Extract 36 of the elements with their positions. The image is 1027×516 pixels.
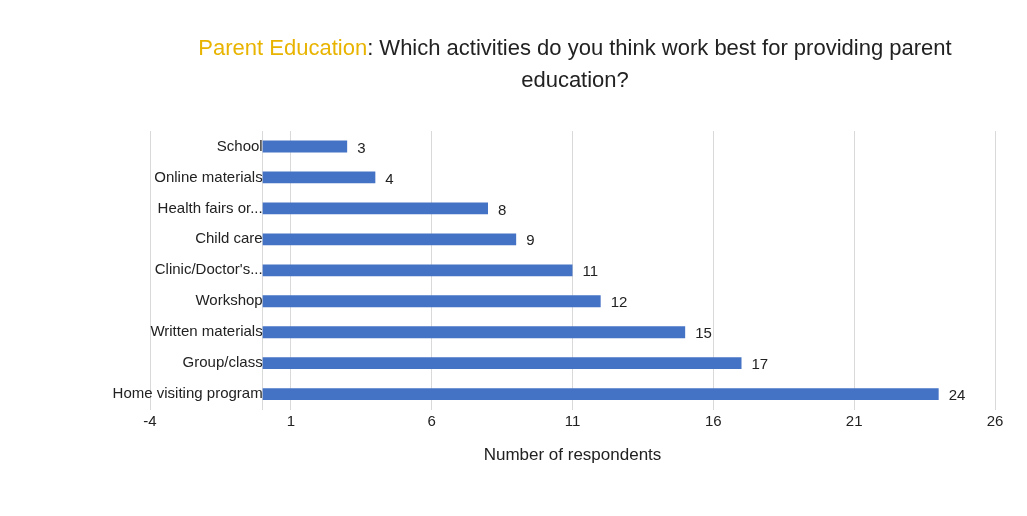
y-tick-label: Health fairs or... [157, 198, 263, 216]
bar [262, 202, 488, 215]
x-tick-label: 1 [286, 411, 296, 429]
y-tick-label: Clinic/Doctor's... [154, 260, 263, 278]
bar [262, 295, 601, 308]
data-label: 8 [498, 200, 507, 218]
x-tick-label: 6 [427, 411, 436, 429]
data-label: 4 [385, 169, 394, 187]
data-label: 15 [695, 324, 712, 342]
bar [262, 264, 573, 277]
chart-title: Parent Education: Which activities do you think work best for providing parent education? [197, 34, 953, 94]
bar [262, 326, 686, 339]
y-tick-label: Group/class [182, 353, 263, 371]
y-tick-label: Child care [195, 229, 263, 247]
bar [262, 171, 376, 184]
data-label: 3 [357, 138, 366, 156]
x-axis-title: Number of respondents [483, 445, 662, 465]
bar [262, 140, 348, 153]
data-label: 24 [948, 386, 966, 404]
x-tick-label: 16 [704, 411, 722, 429]
y-tick-label: Workshop [195, 291, 263, 309]
x-tick-label: 11 [564, 411, 581, 429]
data-label: 17 [751, 355, 769, 373]
bar [262, 388, 939, 401]
y-tick-label: Home visiting program [112, 384, 263, 402]
data-label: 11 [582, 262, 599, 280]
bar [262, 233, 517, 246]
data-label: 9 [526, 231, 535, 249]
x-tick-label: -4 [143, 411, 157, 429]
x-tick-label: 26 [986, 411, 1004, 429]
bar [262, 357, 742, 370]
data-label: 12 [610, 293, 628, 311]
y-tick-label: Online materials [154, 167, 263, 185]
y-tick-label: Written materials [150, 322, 263, 340]
x-tick-label: 21 [845, 411, 863, 429]
y-tick-label: School [216, 136, 263, 154]
